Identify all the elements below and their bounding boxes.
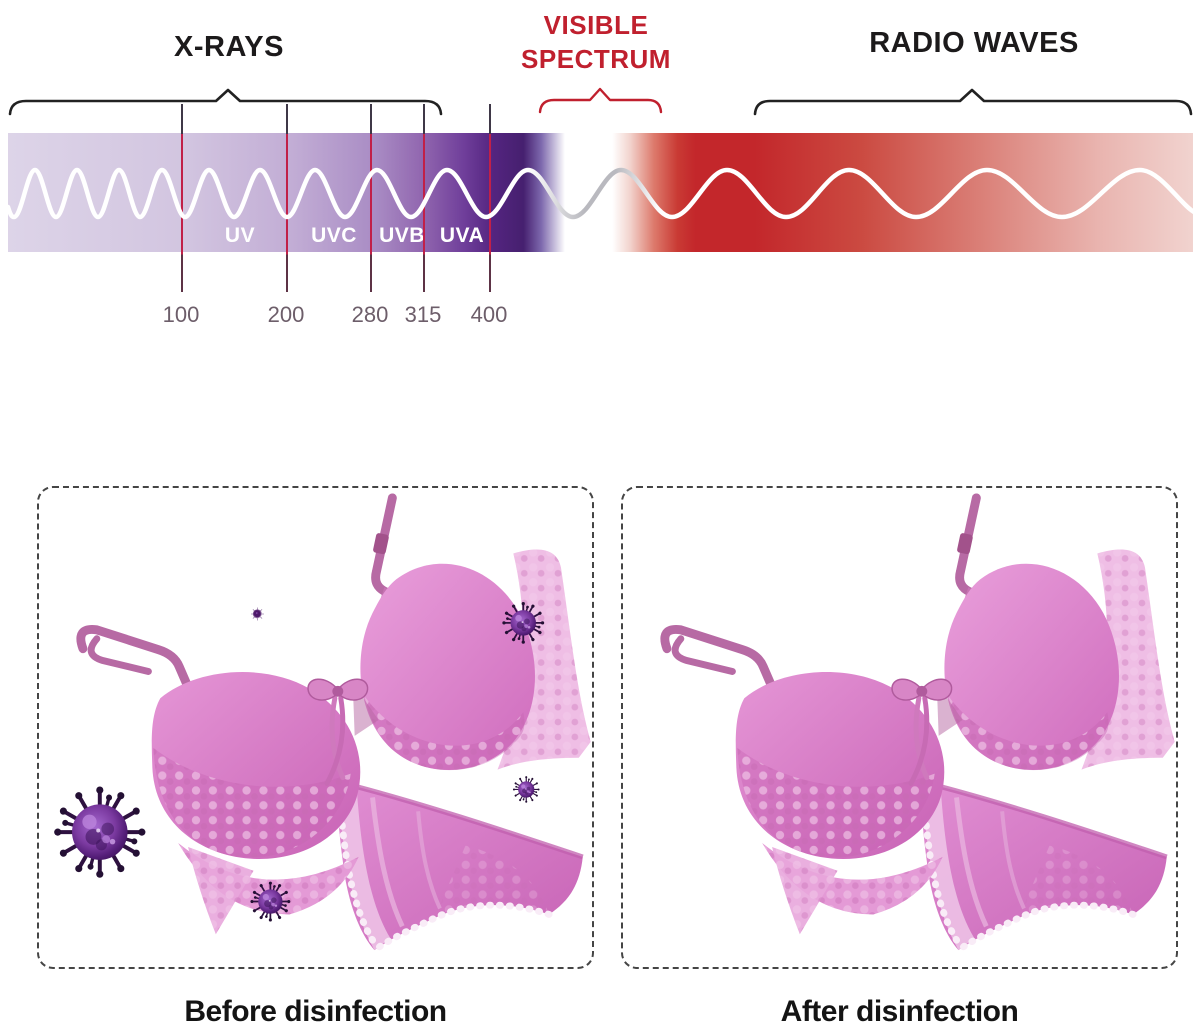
after-panel	[621, 486, 1178, 969]
wavelength-tick-line	[181, 104, 183, 292]
wavelength-tick-line	[286, 104, 288, 292]
wavelength-tick-label: 280	[351, 302, 389, 327]
spectrum-gradient-bar	[8, 133, 1193, 252]
wavelength-tick-label: 315	[404, 302, 442, 327]
radio-waves-title: RADIO WAVES	[869, 27, 1079, 59]
uv-band-label: UVA	[439, 224, 485, 247]
wavelength-tick-label: 200	[267, 302, 305, 327]
uv-band-label: UVB	[379, 224, 425, 247]
visible-spectrum-brace	[538, 87, 663, 114]
lingerie-set	[665, 498, 1175, 950]
visible-title-line1: VISIBLE	[543, 10, 649, 40]
xrays-brace	[8, 88, 443, 116]
germ-dot-icon	[250, 607, 264, 621]
lingerie-set	[81, 498, 591, 950]
wavelength-tick-label: 400	[470, 302, 508, 327]
visible-title-line2: SPECTRUM	[521, 44, 671, 74]
after-panel-art	[623, 488, 1176, 967]
visible-spectrum-title: VISIBLE SPECTRUM	[521, 8, 671, 76]
before-caption: Before disinfection	[184, 995, 447, 1028]
uv-band-label: UVC	[311, 224, 357, 247]
before-panel-art	[39, 488, 592, 967]
wavelength-tick-line	[423, 104, 425, 292]
radio-waves-brace	[753, 88, 1193, 116]
wavelength-tick-line	[370, 104, 372, 292]
uv-band-label: UV	[224, 224, 256, 247]
after-caption: After disinfection	[780, 995, 1019, 1028]
wavelength-tick-line	[489, 104, 491, 292]
xrays-title: X-RAYS	[174, 31, 284, 63]
wavelength-tick-label: 100	[162, 302, 200, 327]
germ-icon	[54, 787, 145, 878]
before-panel	[37, 486, 594, 969]
germ-icon	[513, 776, 540, 803]
